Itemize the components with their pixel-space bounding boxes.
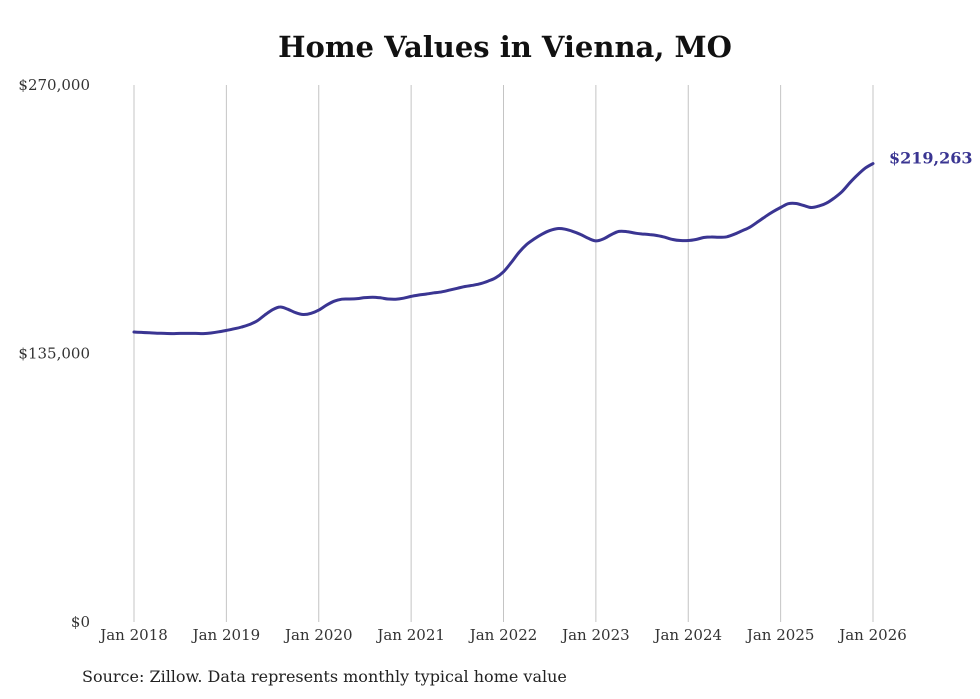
x-tick-label: Jan 2023 xyxy=(560,626,630,644)
x-tick-label: Jan 2018 xyxy=(98,626,168,644)
x-tick-label: Jan 2022 xyxy=(468,626,538,644)
x-axis-ticks: Jan 2018 Jan 2019 Jan 2020 Jan 2021 Jan 2022… xyxy=(98,626,907,644)
x-tick-label: Jan 2025 xyxy=(745,626,815,644)
chart-source-note: Source: Zillow. Data represents monthly … xyxy=(82,667,567,686)
chart-title: Home Values in Vienna, MO xyxy=(278,30,732,64)
x-tick-label: Jan 2021 xyxy=(375,626,445,644)
y-tick-label: $270,000 xyxy=(18,76,90,94)
x-tick-label: Jan 2020 xyxy=(283,626,353,644)
y-tick-label: $0 xyxy=(71,613,90,631)
y-axis-ticks: $270,000 $135,000 $0 xyxy=(18,76,90,631)
x-tick-label: Jan 2019 xyxy=(191,626,261,644)
end-labels: $219,263 xyxy=(889,149,973,168)
series-line xyxy=(132,162,875,336)
end-value-label: $219,263 xyxy=(889,149,973,168)
grid-lines xyxy=(133,85,874,622)
x-tick-label: Jan 2026 xyxy=(837,626,907,644)
x-tick-label: Jan 2024 xyxy=(652,626,722,644)
y-tick-label: $135,000 xyxy=(18,345,90,363)
series-lines xyxy=(132,162,875,336)
